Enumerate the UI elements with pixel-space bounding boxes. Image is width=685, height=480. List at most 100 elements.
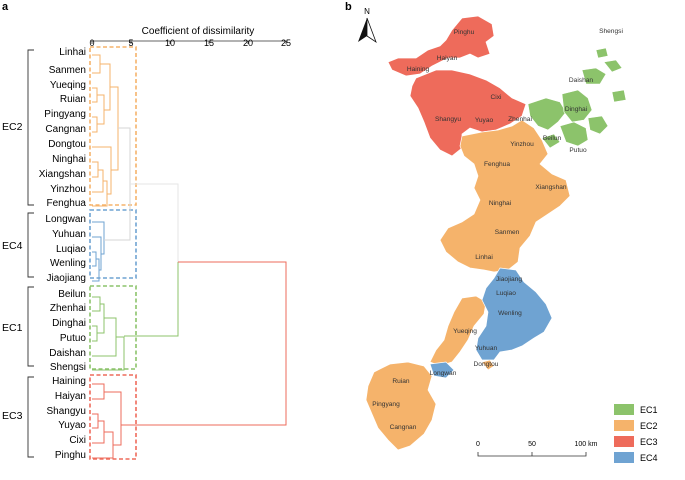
- group-label-ec4: EC4: [2, 240, 23, 252]
- bracket-ec3: [27, 376, 34, 458]
- legend-swatch-ec2: [614, 420, 634, 431]
- map-label-daishan: Daishan: [569, 77, 594, 84]
- legend-swatch-ec1: [614, 404, 634, 415]
- axis-title: Coefficient of dissimilarity: [142, 26, 255, 37]
- map-label-wenling: Wenling: [498, 310, 522, 317]
- map-label-ninghai: Ninghai: [489, 200, 512, 207]
- map-label-pingyang: Pingyang: [372, 401, 400, 408]
- join-ec3-root: [121, 261, 287, 426]
- map-label-linhai: Linhai: [475, 254, 493, 261]
- tick-label-5: 5: [128, 38, 133, 48]
- leaf-ruian: Ruian: [60, 94, 86, 105]
- map-legend: EC1 EC2 EC3 EC4: [614, 404, 658, 463]
- dendrogram-branches-ec1: [92, 296, 125, 371]
- leaf-jiaojiang: Jiaojiang: [47, 273, 86, 284]
- leaf-putuo: Putuo: [60, 333, 87, 344]
- leaf-daishan: Daishan: [49, 348, 86, 359]
- leaf-linhai: Linhai: [59, 47, 86, 58]
- leaf-pinghu: Pinghu: [55, 450, 86, 461]
- leaf-yinzhou: Yinzhou: [50, 184, 86, 195]
- map-label-jiaojiang: Jiaojiang: [496, 276, 522, 283]
- leaf-yuhuan: Yuhuan: [52, 229, 86, 240]
- map-label-putuo: Putuo: [569, 147, 587, 154]
- north-arrow-icon: N: [358, 7, 377, 44]
- axis-ticks: [91, 41, 287, 44]
- leaf-fenghua: Fenghua: [47, 198, 87, 209]
- map-label-longwan: Longwan: [430, 370, 457, 377]
- dendrogram-branches-ec2: [92, 54, 119, 207]
- cluster-box-ec3: [89, 374, 137, 460]
- leaf-shangyu: Shangyu: [47, 406, 86, 417]
- leaf-zhenhai: Zhenhai: [50, 303, 86, 314]
- tick-label-0: 0: [89, 38, 94, 48]
- tick-label-20: 20: [243, 38, 253, 48]
- map-label-beilun: Beilun: [543, 135, 562, 142]
- group-label-ec1: EC1: [2, 322, 23, 334]
- dendrogram-branches-ec4: [92, 221, 105, 282]
- map-label-dinghai: Dinghai: [565, 106, 588, 113]
- map-label-shangyu: Shangyu: [435, 116, 461, 123]
- leaf-ninghai: Ninghai: [52, 154, 86, 165]
- leaf-haining: Haining: [52, 376, 86, 387]
- scale-label-0: 0: [476, 441, 480, 448]
- legend-label-ec3: EC3: [640, 437, 658, 447]
- scale-label-100: 100 km: [575, 441, 598, 448]
- leaf-luqiao: Luqiao: [56, 244, 86, 255]
- leaf-longwan: Longwan: [45, 214, 86, 225]
- map-label-sanmen: Sanmen: [495, 229, 520, 236]
- group-label-ec2: EC2: [2, 121, 23, 133]
- panel-a-dendrogram: a Coefficient of dissimilarity 0 5 10 15…: [2, 1, 291, 461]
- leaf-shengsi: Shengsi: [50, 362, 86, 373]
- scale-label-50: 50: [528, 441, 536, 448]
- bracket-ec1: [27, 286, 34, 367]
- leaf-yueqing: Yueqing: [50, 80, 86, 91]
- map-label-shengsi: Shengsi: [599, 28, 623, 35]
- leaf-xiangshan: Xiangshan: [39, 169, 86, 180]
- tick-label-10: 10: [165, 38, 175, 48]
- map-label-cixi: Cixi: [491, 94, 503, 101]
- tick-label-25: 25: [281, 38, 291, 48]
- map-label-ruian: Ruian: [392, 378, 410, 385]
- map-label-haiyan: Haiyan: [437, 55, 458, 62]
- legend-swatch-ec3: [614, 436, 634, 447]
- leaf-cixi: Cixi: [69, 435, 86, 446]
- map-label-yinzhou: Yinzhou: [510, 141, 534, 148]
- map-label-dongtou: Dongtou: [474, 361, 499, 368]
- legend-swatch-ec4: [614, 452, 634, 463]
- leaf-dongtou: Dongtou: [48, 139, 86, 150]
- bracket-ec2: [27, 49, 34, 206]
- region-ec1: [527, 47, 627, 149]
- cluster-box-ec4: [89, 209, 137, 279]
- scale-bar: 0 50 100 km: [476, 441, 598, 457]
- join-ec2-ec4: [104, 127, 131, 241]
- map-label-zhenhai: Zhenhai: [508, 116, 532, 123]
- leaf-dinghai: Dinghai: [52, 318, 86, 329]
- map-label-yueqing: Yueqing: [453, 328, 477, 335]
- map-label-fenghua: Fenghua: [484, 161, 510, 168]
- map-label-yuyao: Yuyao: [475, 117, 494, 124]
- leaf-sanmen: Sanmen: [49, 65, 86, 76]
- map-label-cangnan: Cangnan: [390, 424, 417, 431]
- map-label-luqiao: Luqiao: [496, 290, 516, 297]
- leaf-yuyao: Yuyao: [58, 420, 86, 431]
- map-label-pinghu: Pinghu: [454, 29, 475, 36]
- cluster-box-ec2: [89, 46, 137, 206]
- bracket-ec4: [27, 212, 34, 278]
- join-ec1: [124, 262, 179, 337]
- leaf-beilun: Beilun: [58, 289, 86, 300]
- map-label-xiangshan: Xiangshan: [535, 184, 566, 191]
- map-label-yuhuan: Yuhuan: [475, 345, 498, 352]
- legend-label-ec2: EC2: [640, 421, 658, 431]
- panel-a-label: a: [2, 1, 9, 13]
- cluster-box-ec1: [89, 285, 137, 370]
- legend-label-ec1: EC1: [640, 405, 658, 415]
- north-label: N: [364, 7, 370, 16]
- region-ec4: [429, 267, 553, 379]
- leaf-haiyan: Haiyan: [55, 391, 86, 402]
- panel-b-label: b: [345, 1, 352, 13]
- dendrogram-branches-ec3: [92, 383, 122, 459]
- region-ec2: [365, 119, 571, 451]
- group-label-ec3: EC3: [2, 410, 23, 422]
- leaf-wenling: Wenling: [50, 258, 86, 269]
- panel-b-map: b N: [345, 1, 658, 463]
